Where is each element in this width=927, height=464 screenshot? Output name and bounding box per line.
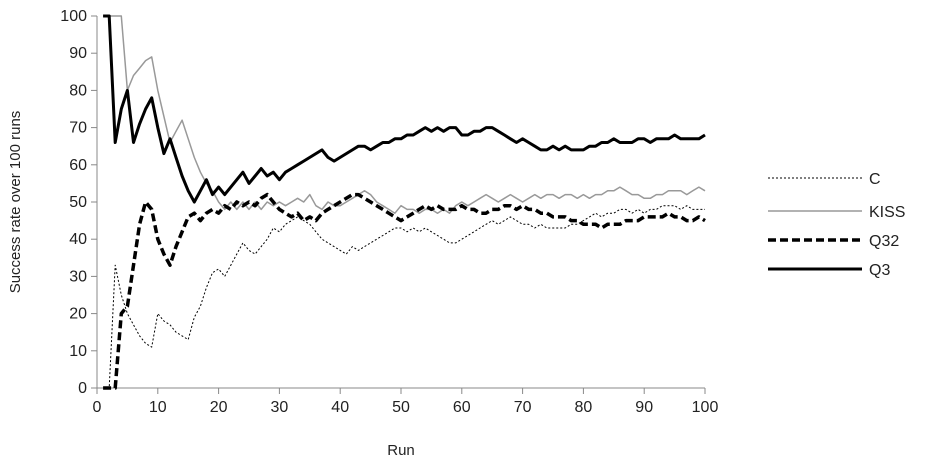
series-line-q32 (103, 192, 706, 390)
x-tick-label: 60 (453, 399, 471, 416)
y-tick-label: 30 (69, 268, 87, 285)
x-tick-label: 70 (514, 399, 532, 416)
x-tick-label: 100 (692, 399, 719, 416)
x-tick-label: 10 (149, 399, 167, 416)
series-line-q3 (103, 14, 706, 204)
x-tick-label: 90 (635, 399, 653, 416)
legend-label-kiss: KISS (869, 204, 905, 221)
chart-axes: 0 10 20 30 40 50 60 70 80 90 100 0 10 20 30 40 50 60 70 80 9… (60, 8, 718, 416)
y-tick-label: 100 (60, 8, 87, 25)
y-tick-label: 20 (69, 306, 87, 323)
x-axis-label: Run (387, 442, 415, 459)
y-tick-label: 50 (69, 194, 87, 211)
series-line-kiss (103, 15, 706, 214)
legend-label-c: C (869, 171, 881, 188)
chart-legend: C KISS Q32 Q3 (768, 171, 905, 279)
x-tick-label: 80 (575, 399, 593, 416)
x-tick-label: 30 (271, 399, 289, 416)
y-axis-label: Success rate over 100 runs (7, 111, 24, 294)
y-tick-label: 40 (69, 231, 87, 248)
y-tick-label: 70 (69, 120, 87, 137)
x-tick-label: 0 (93, 399, 102, 416)
y-tick-label: 0 (78, 380, 87, 397)
x-tick-label: 40 (331, 399, 349, 416)
y-tick-label: 90 (69, 45, 87, 62)
chart-series-lines (103, 14, 706, 390)
x-tick-label: 20 (210, 399, 228, 416)
legend-label-q3: Q3 (869, 262, 890, 279)
y-tick-label: 60 (69, 157, 87, 174)
x-tick-label: 50 (392, 399, 410, 416)
y-tick-label: 80 (69, 82, 87, 99)
y-tick-label: 10 (69, 343, 87, 360)
legend-label-q32: Q32 (869, 233, 899, 250)
series-line-c (103, 205, 705, 389)
